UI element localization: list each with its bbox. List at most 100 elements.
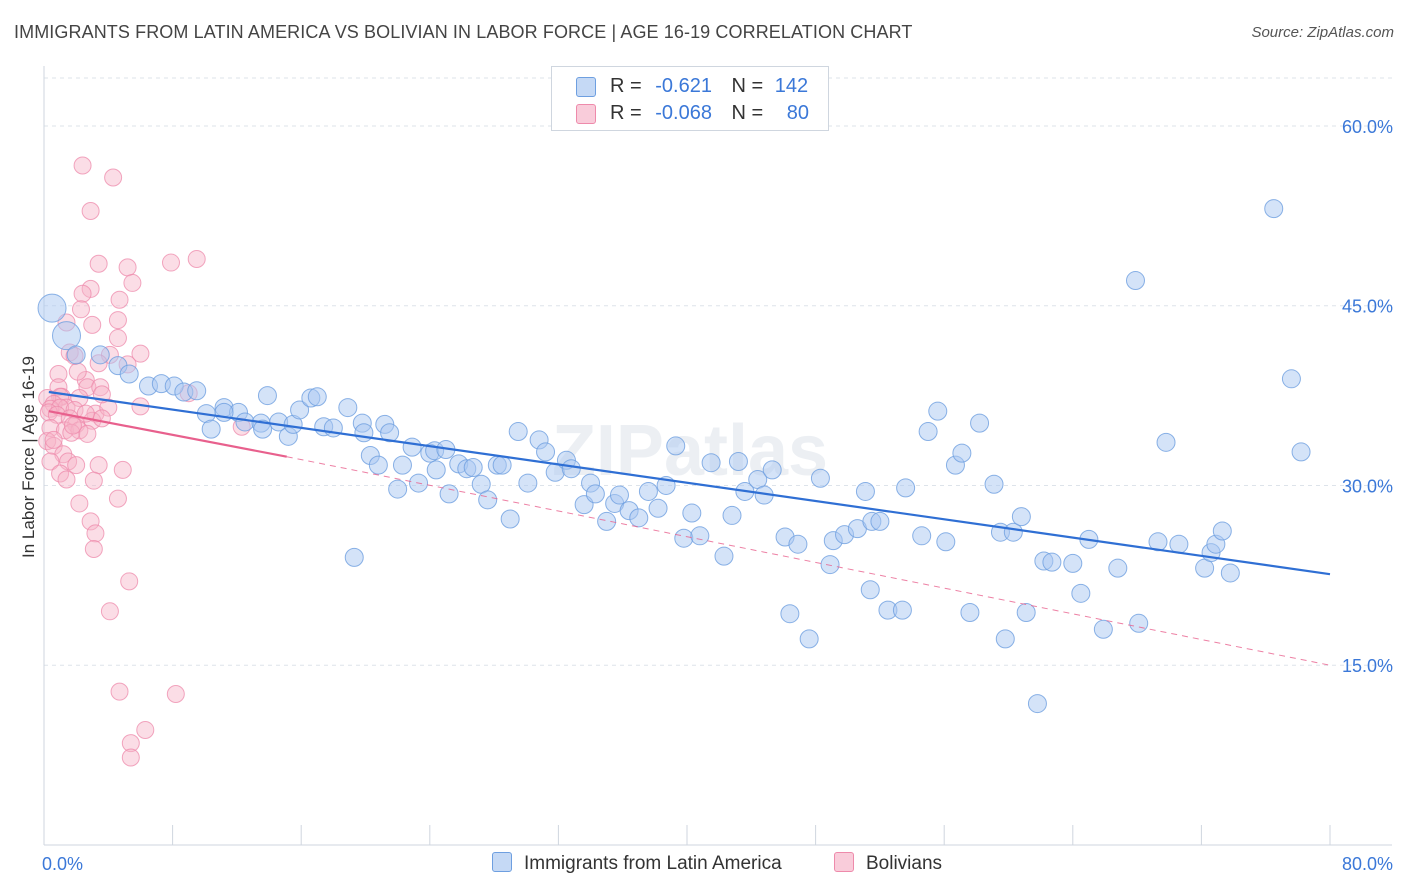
legend-n-value: 80: [786, 102, 810, 124]
point-latin-america: [896, 478, 916, 498]
point-bolivians: [99, 398, 118, 417]
point-bolivians: [81, 512, 100, 531]
point-latin-america: [439, 484, 459, 504]
point-latin-america: [648, 498, 668, 518]
source-note: Source: ZipAtlas.com: [1251, 24, 1394, 41]
y-tick-label: 60.0%: [1342, 117, 1393, 137]
point-bolivians: [89, 456, 108, 475]
point-bolivians: [120, 572, 139, 591]
point-latin-america: [1071, 583, 1091, 603]
point-latin-america: [66, 345, 86, 365]
point-latin-america: [187, 381, 207, 401]
series-latin-america-points: [37, 199, 1311, 714]
point-bolivians: [73, 156, 92, 175]
point-bolivians: [63, 416, 82, 435]
point-latin-america: [492, 455, 512, 475]
point-latin-america: [1264, 199, 1284, 219]
point-bolivians: [118, 258, 137, 277]
point-latin-america: [674, 528, 694, 548]
point-latin-america: [52, 321, 82, 351]
point-latin-america: [690, 526, 710, 546]
point-bolivians: [71, 300, 90, 319]
trend-line-bolivians-extension: [286, 456, 1331, 666]
point-latin-america: [290, 400, 310, 420]
bottom-legend-item-bolivians: Bolivians: [834, 852, 942, 875]
grid-lines: [44, 77, 1392, 666]
point-latin-america: [402, 437, 422, 457]
point-bolivians: [187, 249, 206, 268]
point-latin-america: [722, 505, 742, 525]
point-latin-america: [235, 412, 255, 432]
bottom-legend-item-latin-america: Immigrants from Latin America: [492, 852, 782, 875]
point-latin-america: [1027, 694, 1047, 714]
point-latin-america: [500, 509, 520, 529]
point-bolivians: [110, 290, 129, 309]
point-latin-america: [892, 600, 912, 620]
bottom-legend-label: Bolivians: [866, 853, 943, 874]
point-latin-america: [820, 555, 840, 575]
point-latin-america: [952, 443, 972, 463]
point-latin-america: [666, 436, 686, 456]
point-bolivians: [78, 424, 97, 443]
point-latin-america: [855, 481, 875, 501]
point-latin-america: [253, 419, 273, 439]
bottom-legend-swatch-blue: [492, 852, 512, 872]
point-bolivians: [110, 682, 129, 701]
legend-swatch-pink: [576, 104, 596, 124]
point-bolivians: [92, 409, 111, 428]
point-bolivians: [86, 524, 105, 543]
point-latin-america: [799, 629, 819, 649]
point-bolivians: [108, 329, 127, 348]
legend-n-label: N =: [731, 102, 764, 124]
point-latin-america: [368, 455, 388, 475]
point-latin-america: [257, 386, 277, 406]
point-latin-america: [995, 629, 1015, 649]
point-latin-america: [478, 490, 498, 510]
point-latin-america: [870, 511, 890, 531]
point-latin-america: [1042, 552, 1062, 572]
point-bolivians: [121, 734, 140, 753]
point-bolivians: [49, 365, 68, 384]
legend-n-label: N =: [731, 75, 764, 97]
trend-lines: [48, 390, 1331, 666]
point-bolivians: [89, 254, 108, 273]
point-latin-america: [984, 474, 1004, 494]
point-bolivians: [121, 748, 140, 767]
point-latin-america: [508, 422, 528, 442]
trend-line-latin-america: [48, 390, 1331, 576]
point-latin-america: [918, 422, 938, 442]
point-latin-america: [354, 423, 374, 443]
point-latin-america: [1063, 553, 1083, 573]
point-latin-america: [1156, 432, 1176, 452]
legend-r-value: -0.068: [655, 102, 712, 124]
y-axis-label: In Labor Force | Age 16-19: [19, 356, 38, 558]
point-bolivians: [44, 430, 63, 449]
point-latin-america: [338, 398, 358, 418]
point-latin-america: [780, 604, 800, 624]
point-bolivians: [123, 273, 142, 292]
point-bolivians: [91, 378, 110, 397]
point-bolivians: [83, 315, 102, 334]
point-latin-america: [701, 453, 721, 473]
legend-r-label: R =: [610, 102, 642, 124]
point-latin-america: [307, 387, 327, 407]
point-latin-america: [1011, 507, 1031, 527]
point-bolivians: [70, 494, 89, 513]
point-latin-america: [1093, 619, 1113, 639]
legend-n-value: 142: [774, 75, 809, 97]
point-latin-america: [928, 401, 948, 421]
point-bolivians: [104, 168, 123, 187]
point-latin-america: [638, 481, 658, 501]
point-latin-america: [426, 460, 446, 480]
x-tick-label: 80.0%: [1342, 854, 1393, 874]
point-latin-america: [1169, 534, 1189, 554]
point-latin-america: [728, 452, 748, 471]
point-bolivians: [57, 470, 76, 489]
point-latin-america: [518, 473, 538, 493]
point-latin-america: [380, 423, 400, 443]
point-latin-america: [201, 419, 221, 439]
legend: R = -0.621 N = 142 R = -0.068 N = 80: [551, 66, 829, 131]
point-bolivians: [166, 684, 185, 703]
x-tick-label: 0.0%: [42, 854, 83, 874]
point-latin-america: [788, 534, 808, 554]
